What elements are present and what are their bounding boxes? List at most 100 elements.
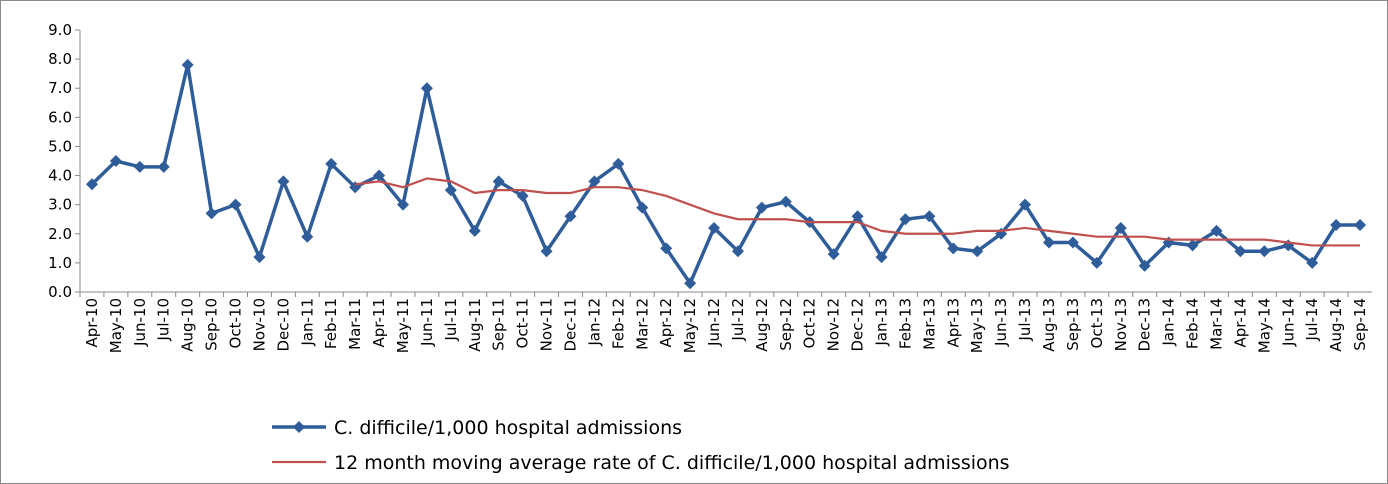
x-tick-label: Jan-14: [1160, 298, 1178, 347]
x-tick-label: Apr-14: [1231, 298, 1249, 348]
marker: [684, 277, 697, 290]
marker: [1354, 219, 1367, 232]
y-tick-label: 0.0: [48, 283, 72, 301]
x-tick-label: Sep-12: [777, 298, 795, 351]
marker: [660, 242, 673, 255]
x-tick-label: May-11: [394, 298, 412, 353]
x-tick-label: Jun-10: [131, 298, 149, 347]
marker: [277, 175, 290, 188]
marker: [851, 210, 864, 223]
x-tick-label: Dec-13: [1136, 298, 1154, 352]
x-tick-label: May-14: [1255, 298, 1273, 353]
x-tick-label: Nov-10: [250, 298, 268, 351]
x-tick-label: Mar-13: [920, 298, 938, 350]
x-tick-label: Jun-13: [992, 298, 1010, 347]
y-tick-label: 8.0: [48, 50, 72, 68]
marker: [875, 251, 888, 264]
x-tick-label: Feb-12: [609, 298, 627, 349]
x-tick-label: Aug-11: [466, 298, 484, 352]
x-tick-label: Mar-14: [1207, 298, 1225, 350]
x-tick-label: Aug-10: [179, 298, 197, 352]
x-tick-label: Mar-12: [633, 298, 651, 350]
y-tick-label: 2.0: [48, 225, 72, 243]
x-tick-label: Nov-13: [1112, 298, 1130, 351]
marker: [205, 207, 218, 220]
marker: [731, 245, 744, 258]
x-tick-label: Feb-11: [322, 298, 340, 349]
x-tick-label: Jun-11: [418, 298, 436, 347]
y-tick-label: 1.0: [48, 254, 72, 272]
marker: [1330, 219, 1343, 232]
marker: [1066, 236, 1079, 249]
marker: [1306, 256, 1319, 269]
marker: [1043, 236, 1055, 249]
y-tick-label: 4.0: [48, 167, 72, 185]
marker: [779, 195, 792, 208]
x-tick-label: May-12: [681, 298, 699, 353]
marker: [157, 160, 170, 173]
x-tick-label: Jul-11: [442, 298, 460, 342]
marker: [899, 213, 912, 226]
x-tick-label: Dec-10: [274, 298, 292, 352]
marker: [947, 242, 960, 255]
marker: [516, 189, 529, 202]
marker: [1138, 259, 1151, 272]
x-tick-label: Oct-12: [801, 298, 819, 348]
marker: [612, 157, 625, 170]
x-tick-label: Jun-14: [1279, 298, 1297, 347]
marker: [420, 82, 433, 95]
x-tick-label: Feb-13: [896, 298, 914, 349]
marker: [397, 198, 409, 211]
x-tick-label: Mar-11: [346, 298, 364, 350]
marker: [373, 169, 386, 182]
marker: [755, 201, 768, 214]
x-tick-label: Aug-13: [1040, 298, 1058, 352]
marker: [133, 160, 146, 173]
marker: [1258, 245, 1271, 258]
marker: [325, 157, 338, 170]
x-tick-label: Jul-14: [1303, 298, 1321, 342]
marker: [1210, 224, 1223, 237]
marker: [564, 210, 577, 223]
marker: [492, 175, 505, 188]
marker: [827, 248, 840, 261]
x-tick-label: Jun-12: [705, 298, 723, 347]
marker: [540, 245, 553, 258]
marker: [1090, 256, 1103, 269]
marker: [923, 210, 936, 223]
y-tick-label: 9.0: [48, 21, 72, 39]
marker: [1114, 221, 1127, 234]
marker: [468, 224, 481, 237]
x-tick-label: Feb-14: [1184, 298, 1202, 349]
marker: [181, 58, 194, 71]
marker: [636, 201, 649, 214]
y-tick-label: 3.0: [48, 196, 72, 214]
marker: [444, 184, 457, 197]
marker: [85, 178, 98, 191]
x-tick-label: Apr-11: [370, 298, 388, 348]
x-tick-label: Sep-13: [1064, 298, 1082, 351]
x-tick-label: Jul-12: [729, 298, 747, 342]
x-tick-label: Oct-13: [1088, 298, 1106, 348]
x-tick-label: Jan-12: [585, 298, 603, 347]
marker: [1234, 245, 1247, 258]
x-tick-label: Jul-10: [155, 298, 173, 342]
marker: [109, 155, 122, 167]
x-tick-label: Dec-11: [561, 298, 579, 352]
x-tick-label: Sep-10: [203, 298, 221, 351]
legend-label: 12 month moving average rate of C. diffi…: [334, 452, 1010, 474]
x-tick-label: Jul-13: [1016, 298, 1034, 342]
series-line: [355, 177, 1361, 247]
x-tick-label: Apr-12: [657, 298, 675, 348]
x-tick-label: Aug-12: [753, 298, 771, 352]
x-tick-label: Nov-11: [538, 298, 556, 351]
y-tick-label: 6.0: [48, 108, 72, 126]
x-tick-label: Dec-12: [849, 298, 867, 352]
x-tick-label: Aug-14: [1327, 298, 1345, 352]
x-tick-label: Sep-11: [490, 298, 508, 351]
x-tick-label: Nov-12: [825, 298, 843, 351]
marker: [708, 221, 721, 234]
y-tick-label: 7.0: [48, 79, 72, 97]
